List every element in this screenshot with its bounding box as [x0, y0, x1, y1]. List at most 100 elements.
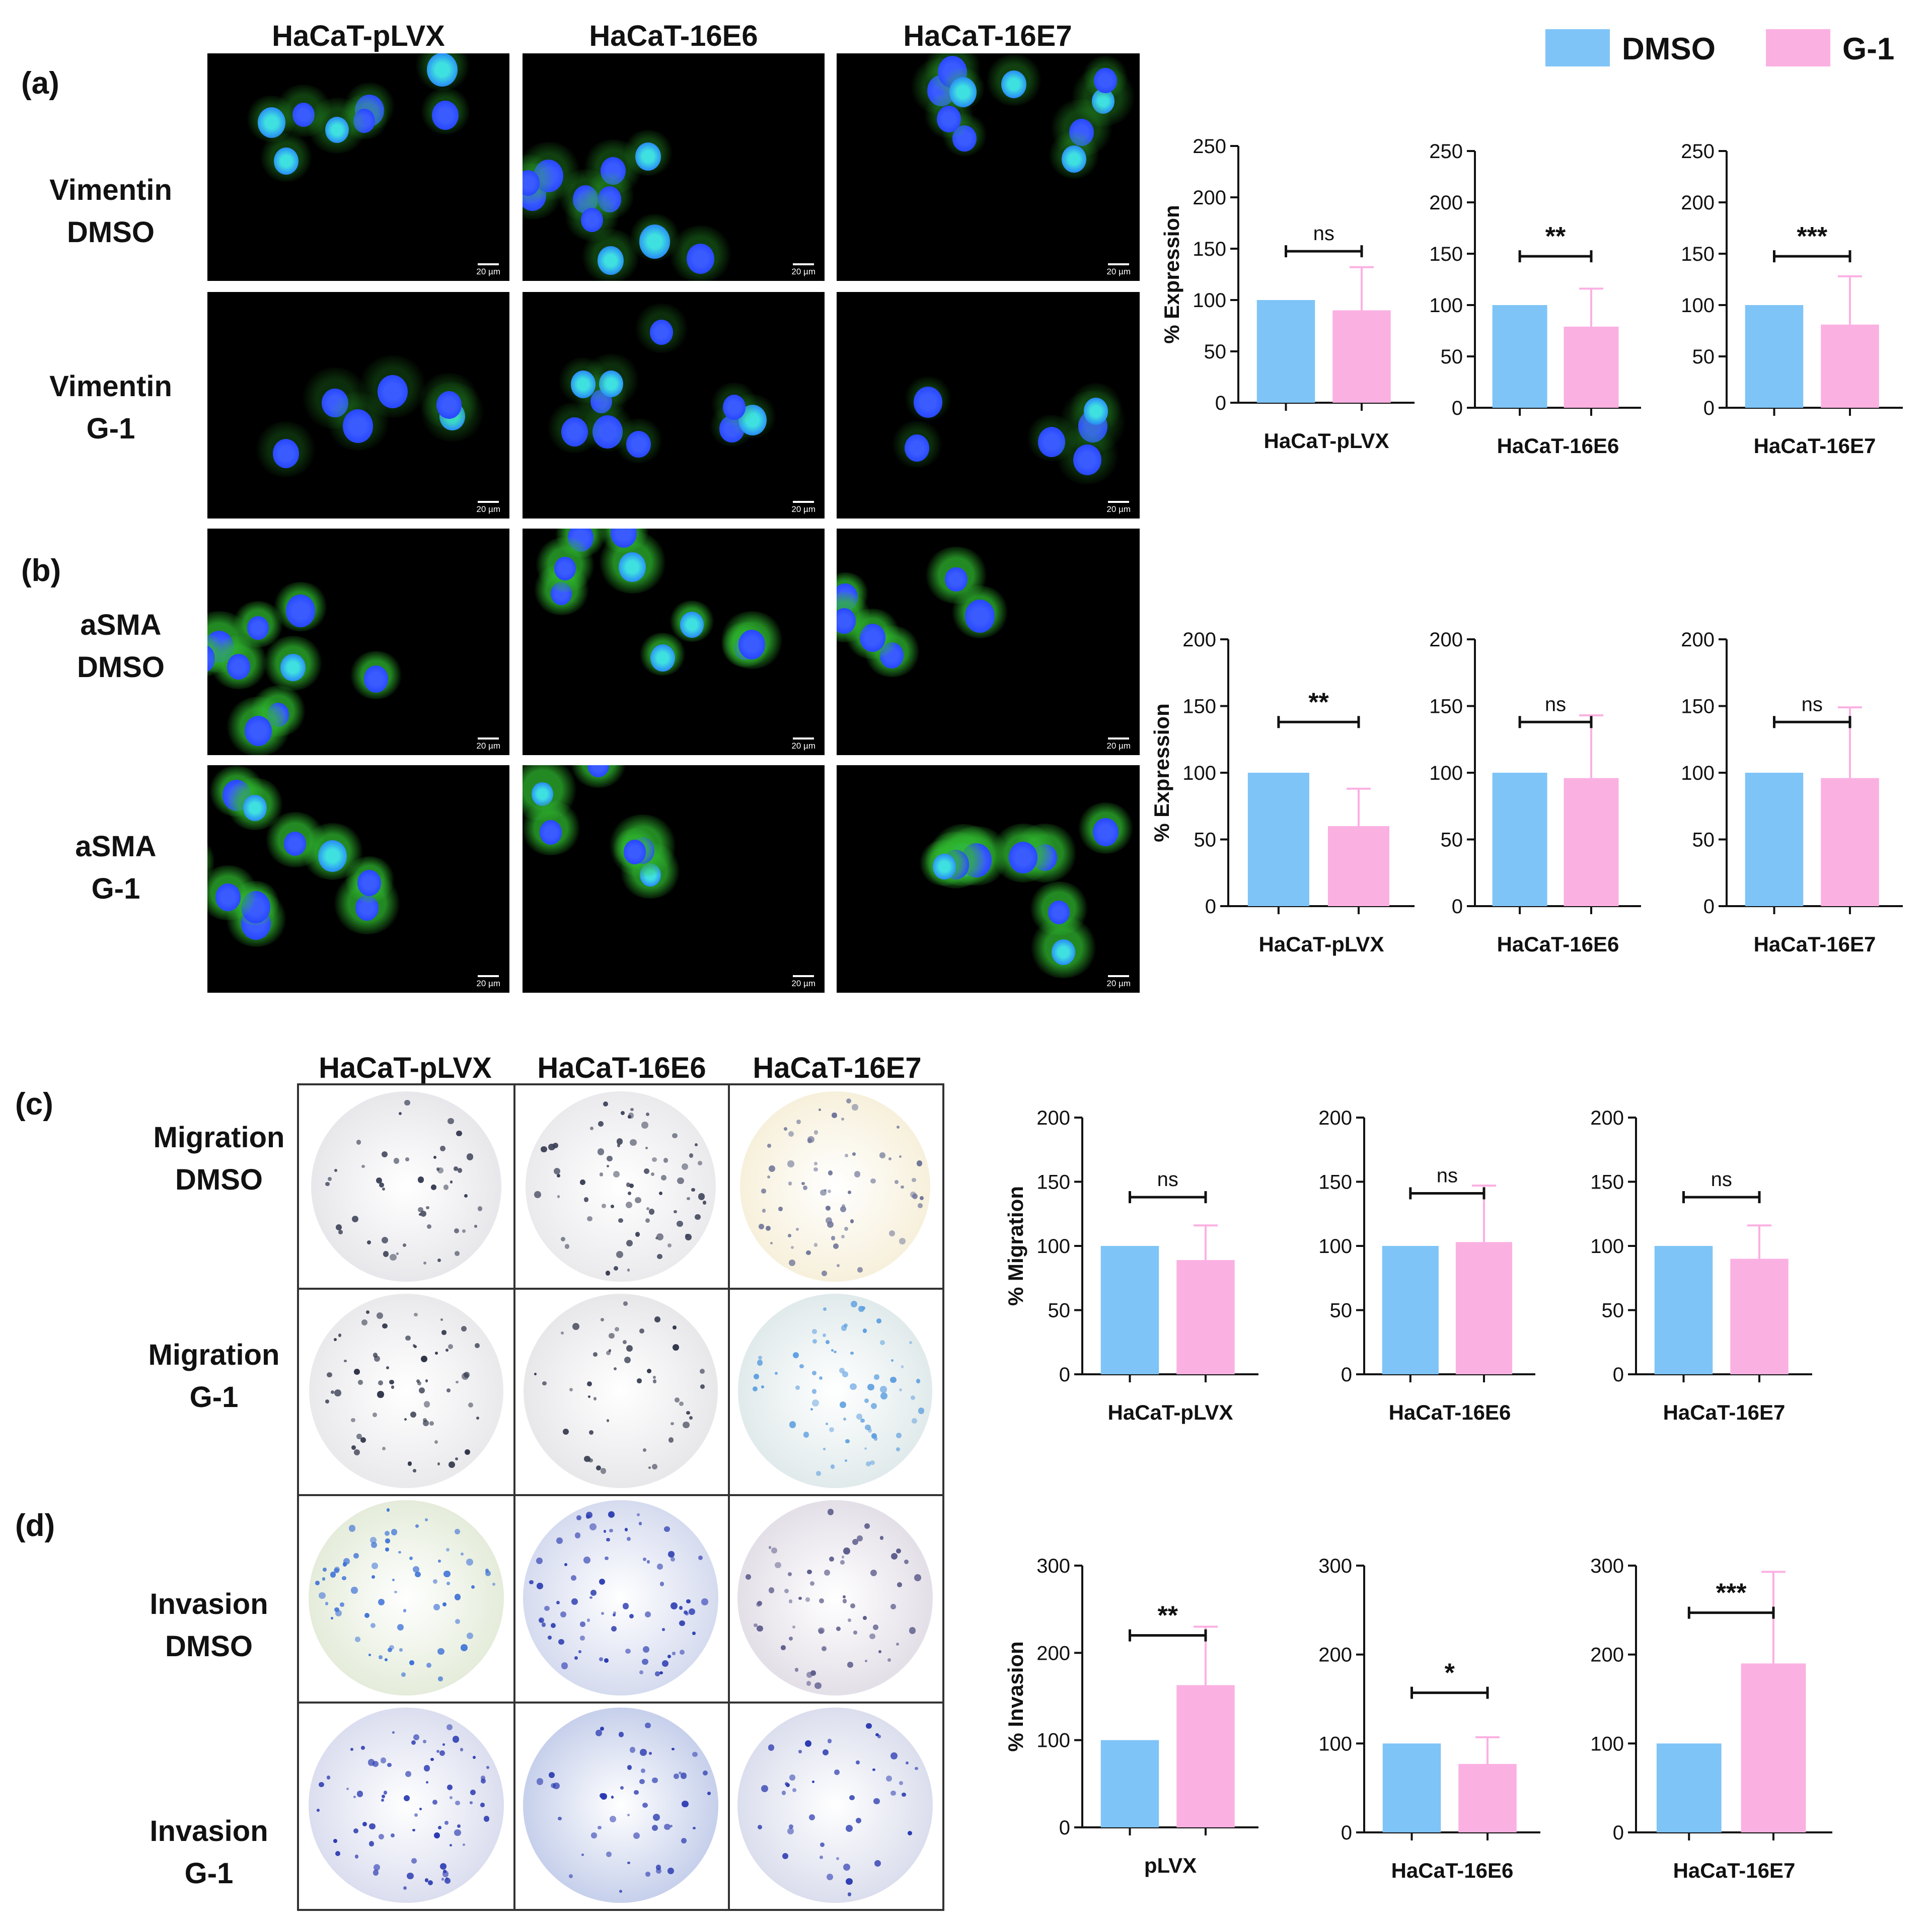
y-tick-label: 0 [1452, 397, 1463, 419]
cell-nucleus [1037, 426, 1066, 457]
stained-cell [628, 1192, 631, 1195]
stained-cell [409, 1660, 415, 1665]
stained-cell [456, 1380, 459, 1383]
stained-cell [610, 1205, 614, 1208]
well-migration-dmso-plvx [311, 1091, 501, 1282]
cell-nucleus [292, 102, 315, 127]
well-invasion-g1-16e7 [737, 1708, 933, 1903]
stained-cell [865, 1461, 871, 1466]
stained-cell [381, 1236, 388, 1244]
bar-chart-b2: 0 50 100 150 200 ns HaCaT-16E6 [1429, 629, 1641, 956]
stained-cell [761, 1785, 768, 1792]
stained-cell [625, 1201, 632, 1208]
scale-bar-line [1108, 263, 1130, 265]
stained-cell [353, 1828, 359, 1834]
stained-cell [915, 1766, 918, 1770]
bar-chart-a2: 0 50 100 150 200 250 ** HaCaT-16E6 [1429, 140, 1641, 458]
stained-cell [848, 1191, 852, 1195]
y-tick-label: 150 [1429, 243, 1463, 265]
stained-cell [537, 1583, 544, 1589]
stained-cell [386, 1508, 390, 1512]
cell-nucleus [1083, 398, 1108, 425]
stained-cell [338, 1230, 343, 1234]
stained-cell [824, 1189, 827, 1192]
stained-cell [870, 1178, 876, 1184]
stained-cell [781, 1791, 786, 1795]
stained-cell [914, 1574, 922, 1581]
cell-nucleus [738, 630, 766, 660]
stained-cell [899, 1781, 903, 1785]
stained-cell [385, 1658, 388, 1661]
stained-cell [836, 1627, 841, 1631]
y-axis-label: % Expression [1160, 205, 1183, 343]
stained-cell [873, 1798, 880, 1804]
y-tick-label: 50 [1194, 829, 1217, 851]
stained-cell [695, 1214, 701, 1220]
stained-cell [801, 1181, 805, 1186]
stained-cell [829, 1427, 835, 1433]
stained-cell [330, 1390, 334, 1394]
stained-cell [379, 1655, 383, 1659]
stained-cell [579, 1621, 585, 1627]
stained-cell [420, 1210, 427, 1217]
stained-cell [412, 1344, 416, 1347]
stained-cell [852, 1538, 858, 1545]
y-tick-label: 100 [1193, 289, 1226, 312]
stained-cell [368, 1840, 375, 1847]
stained-cell [558, 1639, 565, 1645]
stained-cell [620, 1786, 624, 1790]
stained-cell [803, 1432, 809, 1438]
y-tick-label: 200 [1590, 1107, 1624, 1129]
stained-cell [642, 1646, 649, 1653]
stained-cell [774, 1371, 778, 1375]
stained-cell [391, 1529, 398, 1535]
stained-cell [397, 1623, 404, 1631]
stained-cell [373, 1864, 381, 1871]
stained-cell [627, 1861, 630, 1865]
cell-nucleus [427, 53, 458, 87]
stained-cell [556, 1537, 563, 1544]
stained-cell [811, 1780, 815, 1784]
stained-cell [619, 1889, 623, 1893]
stained-cell [605, 1271, 610, 1276]
stained-cell [912, 1193, 918, 1199]
stained-cell [373, 1353, 378, 1358]
bar-chart-a3: 0 50 100 150 200 250 *** HaCaT-16E7 [1681, 140, 1903, 458]
stained-cell [355, 1855, 359, 1859]
scale-bar-label: 20 µm [791, 504, 815, 514]
cell-nucleus [436, 391, 462, 419]
stained-cell [675, 1397, 680, 1402]
stained-cell [438, 1676, 443, 1681]
stained-cell [581, 1854, 584, 1857]
stained-cell [420, 1355, 428, 1363]
stained-cell [642, 1658, 648, 1665]
stained-cell [895, 1179, 899, 1185]
bar-dmso [1656, 1743, 1722, 1832]
cell-nucleus [598, 246, 624, 275]
stained-cell [529, 1580, 534, 1585]
stained-cell [315, 1580, 320, 1585]
stained-cell [564, 1563, 568, 1567]
y-tick-label: 150 [1590, 1171, 1624, 1194]
micrograph-vimentin-dmso-16e7: 20 µm [837, 53, 1140, 281]
stained-cell [387, 1762, 392, 1767]
stained-cell [812, 1399, 819, 1407]
cell-nucleus [626, 430, 651, 458]
stained-cell [439, 1146, 445, 1152]
panel-label-a: (a) [21, 66, 59, 101]
stained-cell [628, 1113, 634, 1119]
stained-cell [646, 1560, 650, 1564]
stained-cell [678, 1771, 682, 1775]
x-axis-label: HaCaT-pLVX [1264, 429, 1389, 453]
bar-chart-d2: 0 100 200 300 * HaCaT-16E6 [1318, 1555, 1540, 1882]
stained-cell [419, 1808, 422, 1811]
stained-cell [455, 1618, 461, 1624]
y-tick-label: 50 [1441, 829, 1463, 851]
y-tick-label: 100 [1681, 294, 1715, 317]
y-tick-label: 200 [1182, 629, 1216, 651]
scale-bar: 20 µm [791, 501, 815, 514]
stained-cell [809, 1581, 815, 1586]
stained-cell [692, 1751, 698, 1757]
stained-cell [548, 1772, 555, 1779]
y-tick-label: 100 [1182, 762, 1216, 784]
